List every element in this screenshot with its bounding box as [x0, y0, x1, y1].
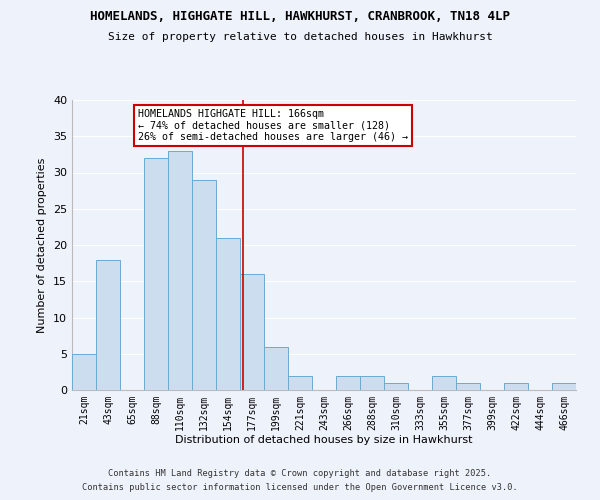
Bar: [552, 383, 576, 390]
Bar: [288, 376, 312, 390]
Text: HOMELANDS, HIGHGATE HILL, HAWKHURST, CRANBROOK, TN18 4LP: HOMELANDS, HIGHGATE HILL, HAWKHURST, CRA…: [90, 10, 510, 23]
Y-axis label: Number of detached properties: Number of detached properties: [37, 158, 47, 332]
Bar: [216, 238, 240, 390]
Bar: [72, 354, 96, 390]
Bar: [504, 383, 528, 390]
Bar: [360, 376, 384, 390]
Bar: [264, 346, 288, 390]
Text: HOMELANDS HIGHGATE HILL: 166sqm
← 74% of detached houses are smaller (128)
26% o: HOMELANDS HIGHGATE HILL: 166sqm ← 74% of…: [137, 108, 407, 142]
Text: Distribution of detached houses by size in Hawkhurst: Distribution of detached houses by size …: [175, 435, 473, 445]
Bar: [192, 180, 216, 390]
Bar: [336, 376, 360, 390]
Bar: [240, 274, 264, 390]
Bar: [384, 383, 408, 390]
Bar: [456, 383, 480, 390]
Bar: [96, 260, 120, 390]
Text: Contains public sector information licensed under the Open Government Licence v3: Contains public sector information licen…: [82, 484, 518, 492]
Bar: [168, 151, 192, 390]
Bar: [432, 376, 456, 390]
Text: Contains HM Land Registry data © Crown copyright and database right 2025.: Contains HM Land Registry data © Crown c…: [109, 468, 491, 477]
Text: Size of property relative to detached houses in Hawkhurst: Size of property relative to detached ho…: [107, 32, 493, 42]
Bar: [144, 158, 168, 390]
